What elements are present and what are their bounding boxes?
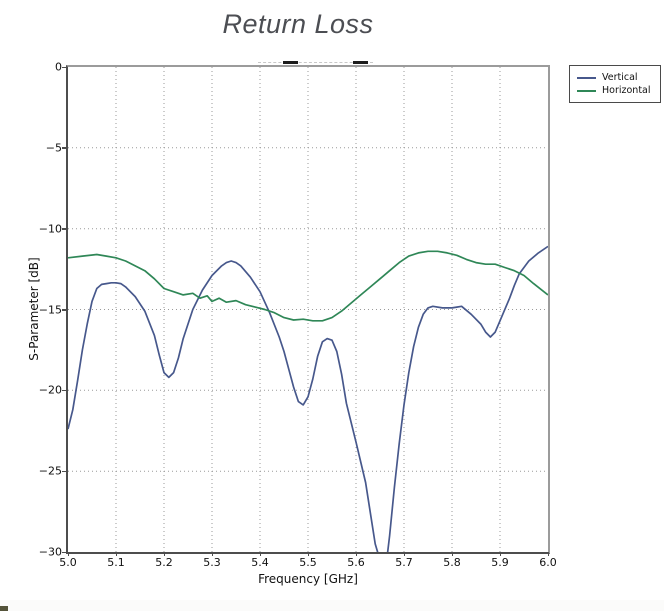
x-tick-mark <box>499 552 501 556</box>
y-tick-mark <box>62 470 66 473</box>
y-tick-label: −5 <box>45 141 62 155</box>
horizontal-line-swatch <box>577 89 596 92</box>
y-tick-mark <box>62 551 66 553</box>
x-tick-label: 5.4 <box>251 556 269 569</box>
x-tick-label: 5.6 <box>347 556 365 569</box>
y-tick-label: −30 <box>38 545 62 559</box>
x-tick-labels: 5.0 5.1 5.2 5.3 5.4 5.5 5.6 5.7 5.8 5.9 6.0 <box>59 556 557 570</box>
artifact-dash <box>283 61 298 64</box>
bottom-strip <box>0 600 664 611</box>
y-axis-label: S-Parameter [dB] <box>27 257 41 361</box>
y-tick-label: −25 <box>38 464 62 478</box>
y-tick-label: −15 <box>38 303 62 316</box>
x-tick-mark <box>259 552 261 556</box>
y-tick-mark <box>62 389 66 392</box>
x-tick-label: 5.8 <box>443 556 461 569</box>
x-tick-label: 5.9 <box>491 556 509 569</box>
legend-item-vertical: Vertical <box>577 71 654 84</box>
x-tick-label: 5.2 <box>155 556 173 569</box>
x-tick-mark <box>307 552 309 556</box>
x-tick-label: 5.0 <box>59 556 77 569</box>
x-tick-label: 5.7 <box>395 556 413 569</box>
x-tick-label: 5.3 <box>203 556 221 569</box>
x-tick-mark <box>403 552 405 556</box>
vertical-line-swatch <box>577 76 596 79</box>
vertical-series-line <box>68 245 548 552</box>
y-tick-label: −10 <box>38 222 62 236</box>
legend: Vertical Horizontal <box>569 65 661 103</box>
x-tick-mark <box>355 552 357 556</box>
x-axis-label: Frequency [GHz] <box>258 572 358 586</box>
x-tick-label: 6.0 <box>539 556 557 569</box>
x-tick-mark <box>67 552 69 556</box>
y-tick-mark <box>62 309 66 311</box>
legend-item-horizontal: Horizontal <box>577 84 654 97</box>
plot-area <box>66 65 550 554</box>
y-tick-mark <box>62 147 66 149</box>
x-tick-mark <box>115 552 117 556</box>
y-tick-mark <box>62 66 66 68</box>
horizontal-series-line <box>68 250 548 322</box>
legend-label-vertical: Vertical <box>602 72 638 83</box>
x-tick-label: 5.5 <box>299 556 317 569</box>
legend-label-horizontal: Horizontal <box>602 85 651 96</box>
x-tick-label: 5.1 <box>107 556 125 569</box>
artifact-dash <box>353 61 368 64</box>
y-tick-label: 0 <box>55 60 62 74</box>
corner-artifact <box>0 606 8 611</box>
y-tick-labels: 0 −5 −10 −15 −20 −25 −30 <box>20 61 62 559</box>
y-tick-mark <box>62 228 66 230</box>
plot-svg <box>68 67 548 552</box>
chart-title: Return Loss <box>222 9 374 39</box>
x-tick-mark <box>211 552 213 556</box>
x-tick-mark <box>163 552 165 556</box>
artifact-dash <box>258 62 373 63</box>
y-tick-label: −20 <box>38 383 62 397</box>
x-tick-mark <box>451 552 453 556</box>
x-tick-mark <box>547 552 549 556</box>
